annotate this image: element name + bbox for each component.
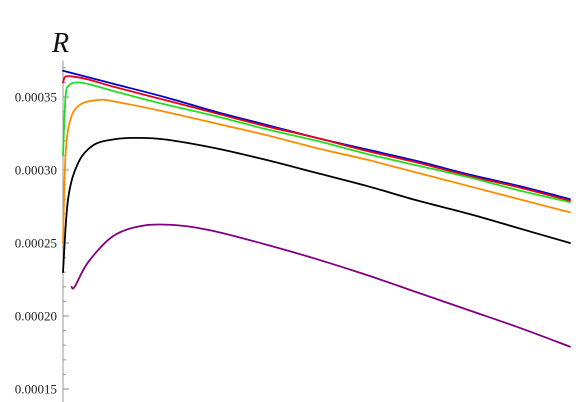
series-line-5: [62, 136, 571, 274]
y-axis-title: R: [51, 28, 69, 59]
series-line-3: [62, 81, 571, 204]
series-line-1: [62, 69, 571, 201]
series-line-6: [70, 223, 571, 348]
y-tick-label: 0.00020: [15, 309, 57, 324]
y-tick-label: 0.00030: [15, 163, 57, 178]
y-tick-label: 0.00025: [15, 236, 57, 251]
series-line-2: [62, 75, 571, 202]
y-axis: 0.00015 0.00020 0.00025 0.00030 0.00035: [15, 60, 69, 402]
series-line-4: [62, 98, 571, 244]
y-tick-label: 0.00015: [15, 382, 57, 397]
y-tick-label: 0.00035: [15, 90, 57, 105]
series-group: [62, 69, 571, 348]
